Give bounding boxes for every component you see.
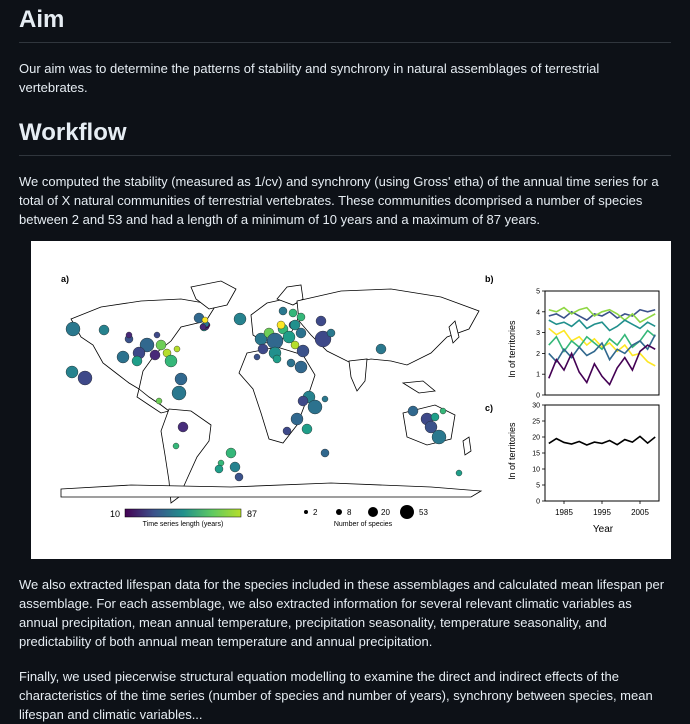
panel-c-label: c) [485,403,493,413]
site-points [65,306,463,482]
x-tick-label: 1985 [555,508,573,517]
y-tick-label: 4 [536,309,540,316]
series-line [548,306,656,324]
panel-b-ylabel: ln of territories [507,320,517,378]
colorbar-max: 87 [247,509,257,519]
y-tick-label: 5 [536,289,540,296]
size-legend-dot [368,507,378,517]
series-line [548,319,656,332]
colorbar-label: Time series length (years) [143,521,224,528]
world-map [60,280,483,504]
size-legend-value: 2 [313,508,318,517]
figure-image: a) [31,241,671,559]
y-tick-label: 10 [532,467,540,474]
aim-paragraph: Our aim was to determine the patterns of… [19,61,600,95]
heading-workflow: Workflow [19,113,671,156]
x-tick-label: 2005 [631,508,649,517]
size-legend-dot [336,509,342,515]
workflow-paragraph: We computed the stability (measured as 1… [19,174,659,227]
series-line [548,344,656,387]
y-tick-label: 15 [532,451,540,458]
lifespan-paragraph: We also extracted lifespan data for the … [19,577,665,649]
x-axis-title: Year [593,524,614,535]
x-tick-label: 1995 [593,508,611,517]
size-legend-dot [400,505,414,519]
panel-a-label: a) [61,274,69,284]
series-line [548,308,656,322]
series-line [548,327,656,367]
y-tick-label: 2 [536,351,540,358]
y-tick-label: 3 [536,330,540,337]
panel-b-label: b) [485,274,494,284]
plot-frame [544,404,660,502]
plot-b: 0 1 2 3 4 5 [536,289,660,400]
y-tick-label: 30 [532,403,540,410]
y-tick-label: 20 [532,435,540,442]
panel-c-ylabel: ln of territories [507,422,517,480]
series-line [548,334,656,364]
sem-paragraph: Finally, we used piecerwise structural e… [19,669,653,722]
size-legend: 2 8 20 53 Number of species [304,505,428,528]
plot-c: 0 5 10 15 20 25 30 1985 1995 2005 [532,403,660,517]
y-tick-label: 25 [532,419,540,426]
y-tick-label: 1 [536,372,540,379]
colorbar [124,508,242,518]
size-legend-value: 53 [419,508,428,517]
heading-aim: Aim [19,0,671,43]
size-legend-dot [304,510,308,514]
colorbar-min: 10 [110,509,120,519]
size-legend-label: Number of species [334,521,393,528]
series-line [548,435,656,446]
y-tick-label: 0 [536,499,540,506]
size-legend-value: 20 [381,508,390,517]
plot-frame [544,290,660,396]
y-tick-label: 5 [536,483,540,490]
figure-svg: a) [60,274,660,535]
size-legend-value: 8 [347,508,352,517]
y-tick-label: 0 [536,393,540,400]
